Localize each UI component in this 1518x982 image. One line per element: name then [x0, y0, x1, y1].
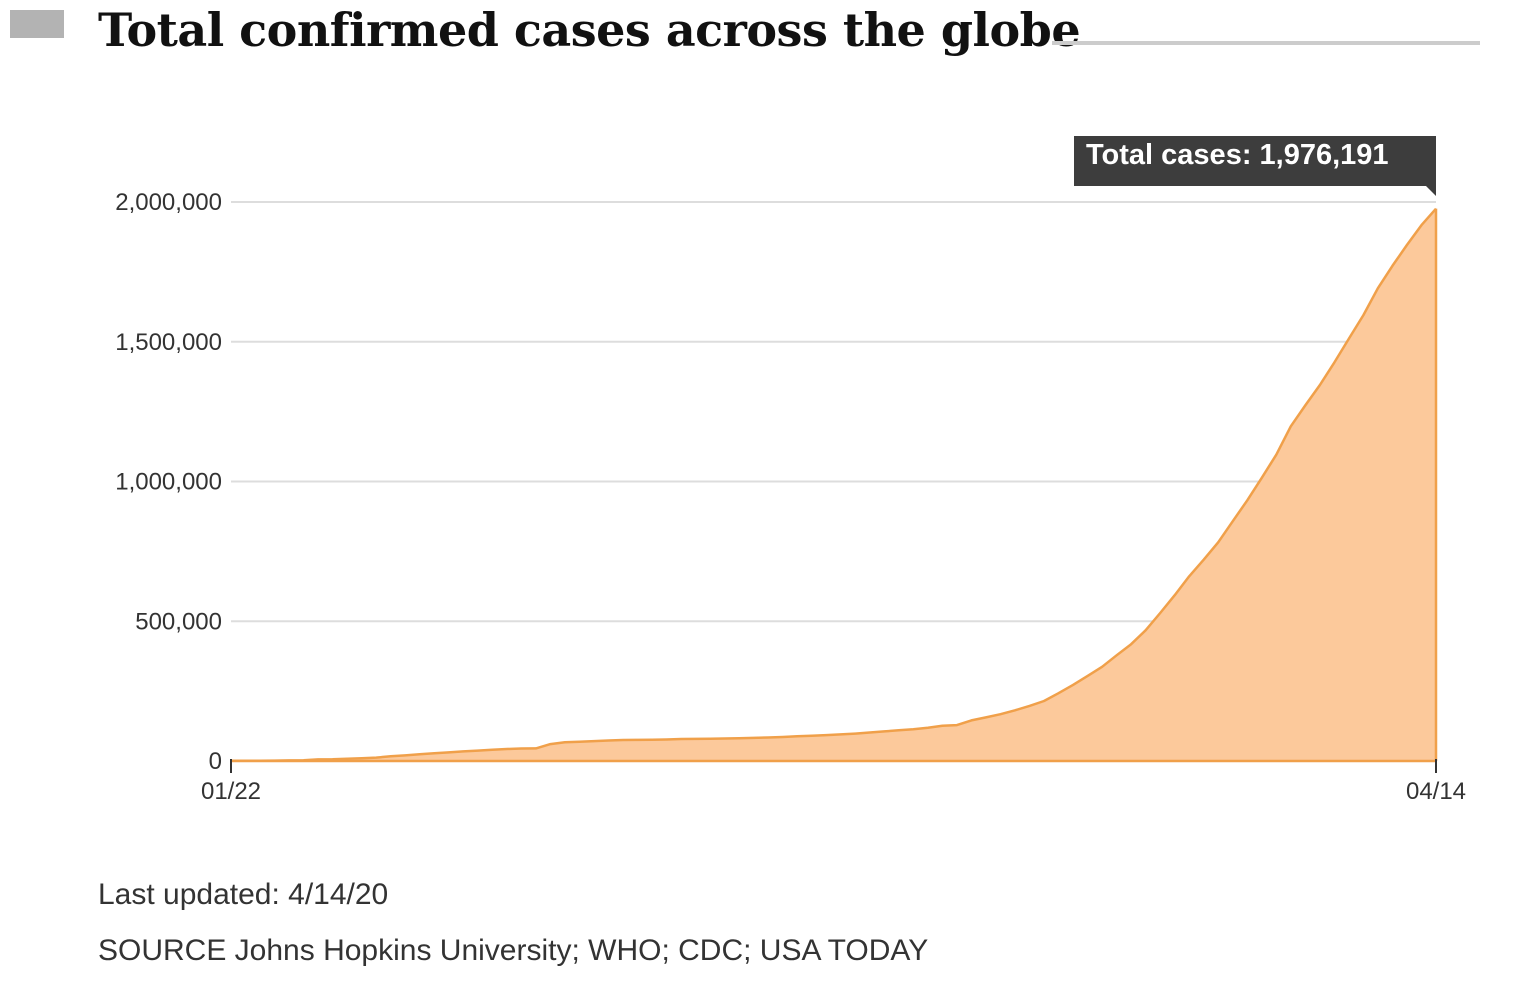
y-tick-label-0: 0	[209, 748, 222, 775]
series-line	[231, 207, 1437, 763]
tooltip-label: Total cases: 1,976,191	[1086, 139, 1389, 171]
y-tick-label-2: 1,000,000	[115, 469, 222, 496]
x-tick-label-1: 04/14	[1406, 778, 1466, 805]
y-tick-label-3: 1,500,000	[115, 329, 222, 356]
title-rule	[1052, 41, 1480, 45]
plot-area	[231, 207, 1438, 763]
chart-title: Total confirmed cases across the globe	[98, 3, 1081, 57]
x-tick-label-0: 01/22	[201, 778, 261, 805]
source-text: SOURCE Johns Hopkins University; WHO; CD…	[98, 934, 929, 967]
tooltip-box	[1074, 136, 1436, 196]
y-tick-label-4: 2,000,000	[115, 189, 222, 216]
last-updated-text: Last updated: 4/14/20	[98, 878, 389, 911]
axes: 0 500,000 1,000,000 1,500,000 2,000,000 01/22…	[115, 189, 1466, 805]
tooltip: Total cases: 1,976,191	[1074, 136, 1436, 196]
y-tick-label-1: 500,000	[135, 608, 222, 635]
area-fill	[231, 208, 1436, 761]
header-color-chip	[10, 10, 64, 38]
